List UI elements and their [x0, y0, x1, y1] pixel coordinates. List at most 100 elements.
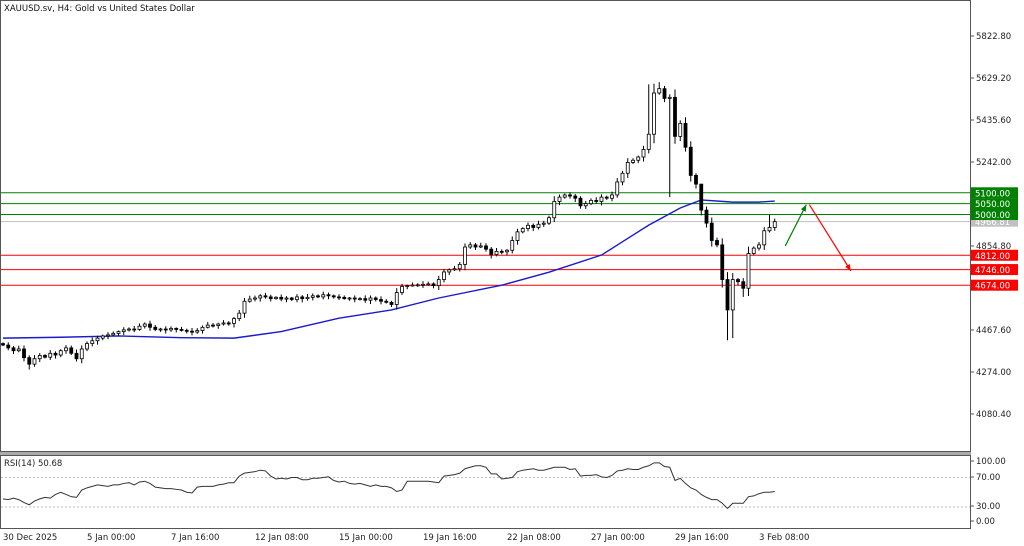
candle-bull — [510, 240, 515, 251]
arrow-head — [800, 204, 807, 212]
candle-bull — [274, 296, 278, 300]
candle-bull — [58, 350, 63, 356]
candle-bull — [667, 96, 672, 99]
candle-bull — [85, 343, 89, 350]
candle-bear — [725, 279, 730, 311]
time-tick-label: 22 Jan 08:00 — [507, 533, 561, 543]
price-tick-label: 4080.40 — [976, 410, 1011, 420]
candle-bull — [583, 203, 588, 207]
candle-bear — [699, 183, 704, 211]
rsi-pane-border — [0, 455, 971, 529]
level-label: 5000.00 — [975, 211, 1010, 221]
candle-bull — [646, 133, 651, 150]
candle-bull — [310, 295, 315, 298]
candle-bull — [127, 328, 131, 331]
candle-bull — [505, 249, 509, 253]
candle-bull — [137, 325, 142, 330]
candle-bull — [610, 194, 614, 199]
candle-bear — [316, 295, 320, 298]
level-label: 4746.00 — [975, 266, 1010, 276]
candle-bear — [211, 324, 215, 327]
candle-bull — [421, 283, 425, 286]
candle-bear — [226, 322, 231, 325]
level-label-bg — [971, 249, 1018, 261]
candle-bull — [205, 324, 210, 328]
candle-bear — [568, 194, 572, 197]
candle-bull — [305, 296, 310, 300]
candle-bear — [132, 328, 137, 331]
candle-bull — [625, 162, 630, 174]
candle-bull — [253, 297, 257, 300]
price-tick-label: 4467.60 — [976, 326, 1011, 336]
candle-bear — [694, 175, 698, 185]
candle-bull — [258, 295, 263, 299]
rsi-line — [2, 462, 775, 510]
level-label-bg — [971, 198, 1018, 210]
rsi-tick-label: 70.00 — [976, 473, 1000, 483]
current-price-label-bg — [971, 216, 1018, 227]
candle-bear — [331, 295, 336, 298]
candle-bull — [468, 244, 473, 248]
moving-average — [2, 199, 775, 339]
candle-bull — [641, 149, 646, 158]
candle-bear — [431, 283, 436, 287]
rsi-tick-label: 30.00 — [976, 502, 1000, 512]
candle-bear — [69, 347, 74, 354]
price-tick-label: 5435.60 — [976, 116, 1011, 126]
arrow-line — [784, 204, 807, 247]
candle-bear — [720, 244, 725, 280]
candle-bear — [74, 352, 79, 360]
candle-bull — [746, 253, 751, 289]
candle-bull — [368, 297, 373, 301]
candle-bear — [179, 329, 184, 331]
moving-average-line — [2, 199, 775, 339]
candle-bull — [347, 297, 352, 300]
candle-bull — [767, 227, 772, 232]
candle-bull — [415, 284, 420, 287]
candle-bull — [631, 159, 635, 163]
candle-bear — [715, 240, 719, 246]
time-tick-label: 5 Jan 00:00 — [87, 533, 135, 543]
candle-bear — [153, 326, 158, 330]
candle-bear — [279, 296, 284, 300]
candle-bear — [499, 250, 504, 253]
candle-bear — [373, 297, 378, 300]
candle-bull — [636, 156, 641, 161]
current-price-label: 4966.81 — [975, 218, 1010, 228]
candle-bull — [657, 88, 662, 94]
candle-bull — [463, 246, 467, 265]
candle-bear — [688, 146, 693, 176]
candle-bull — [751, 247, 756, 254]
price-tick-label: 4274.00 — [976, 368, 1011, 378]
candle-bull — [195, 330, 200, 333]
candle-bull — [216, 323, 221, 326]
candle-bear — [594, 199, 599, 202]
candle-bull — [541, 222, 546, 225]
candle-bull — [232, 318, 236, 324]
candle-bear — [578, 197, 583, 207]
candle-bull — [32, 358, 37, 365]
candle-bull — [442, 271, 446, 280]
time-tick-label: 12 Jan 08:00 — [255, 533, 309, 543]
candle-bear — [741, 281, 746, 289]
candle-bull — [494, 250, 499, 256]
main-pane-border — [0, 0, 971, 452]
candle-bull — [478, 245, 483, 248]
pane-splitter[interactable] — [0, 452, 971, 455]
level-label: 4812.00 — [975, 252, 1010, 262]
candle-bear — [363, 298, 368, 301]
candle-bull — [158, 328, 163, 331]
candle-bull — [447, 269, 452, 273]
candle-bear — [174, 327, 179, 330]
candle-bull — [562, 194, 567, 198]
candle-bull — [142, 323, 147, 327]
candle-bull — [400, 286, 404, 293]
candle-bull — [457, 263, 462, 270]
rsi-label: RSI(14) 50.68 — [4, 459, 62, 469]
candle-bear — [148, 323, 152, 328]
candle-bear — [337, 296, 341, 299]
candle-bull — [16, 348, 21, 352]
candle-bull — [589, 199, 593, 205]
